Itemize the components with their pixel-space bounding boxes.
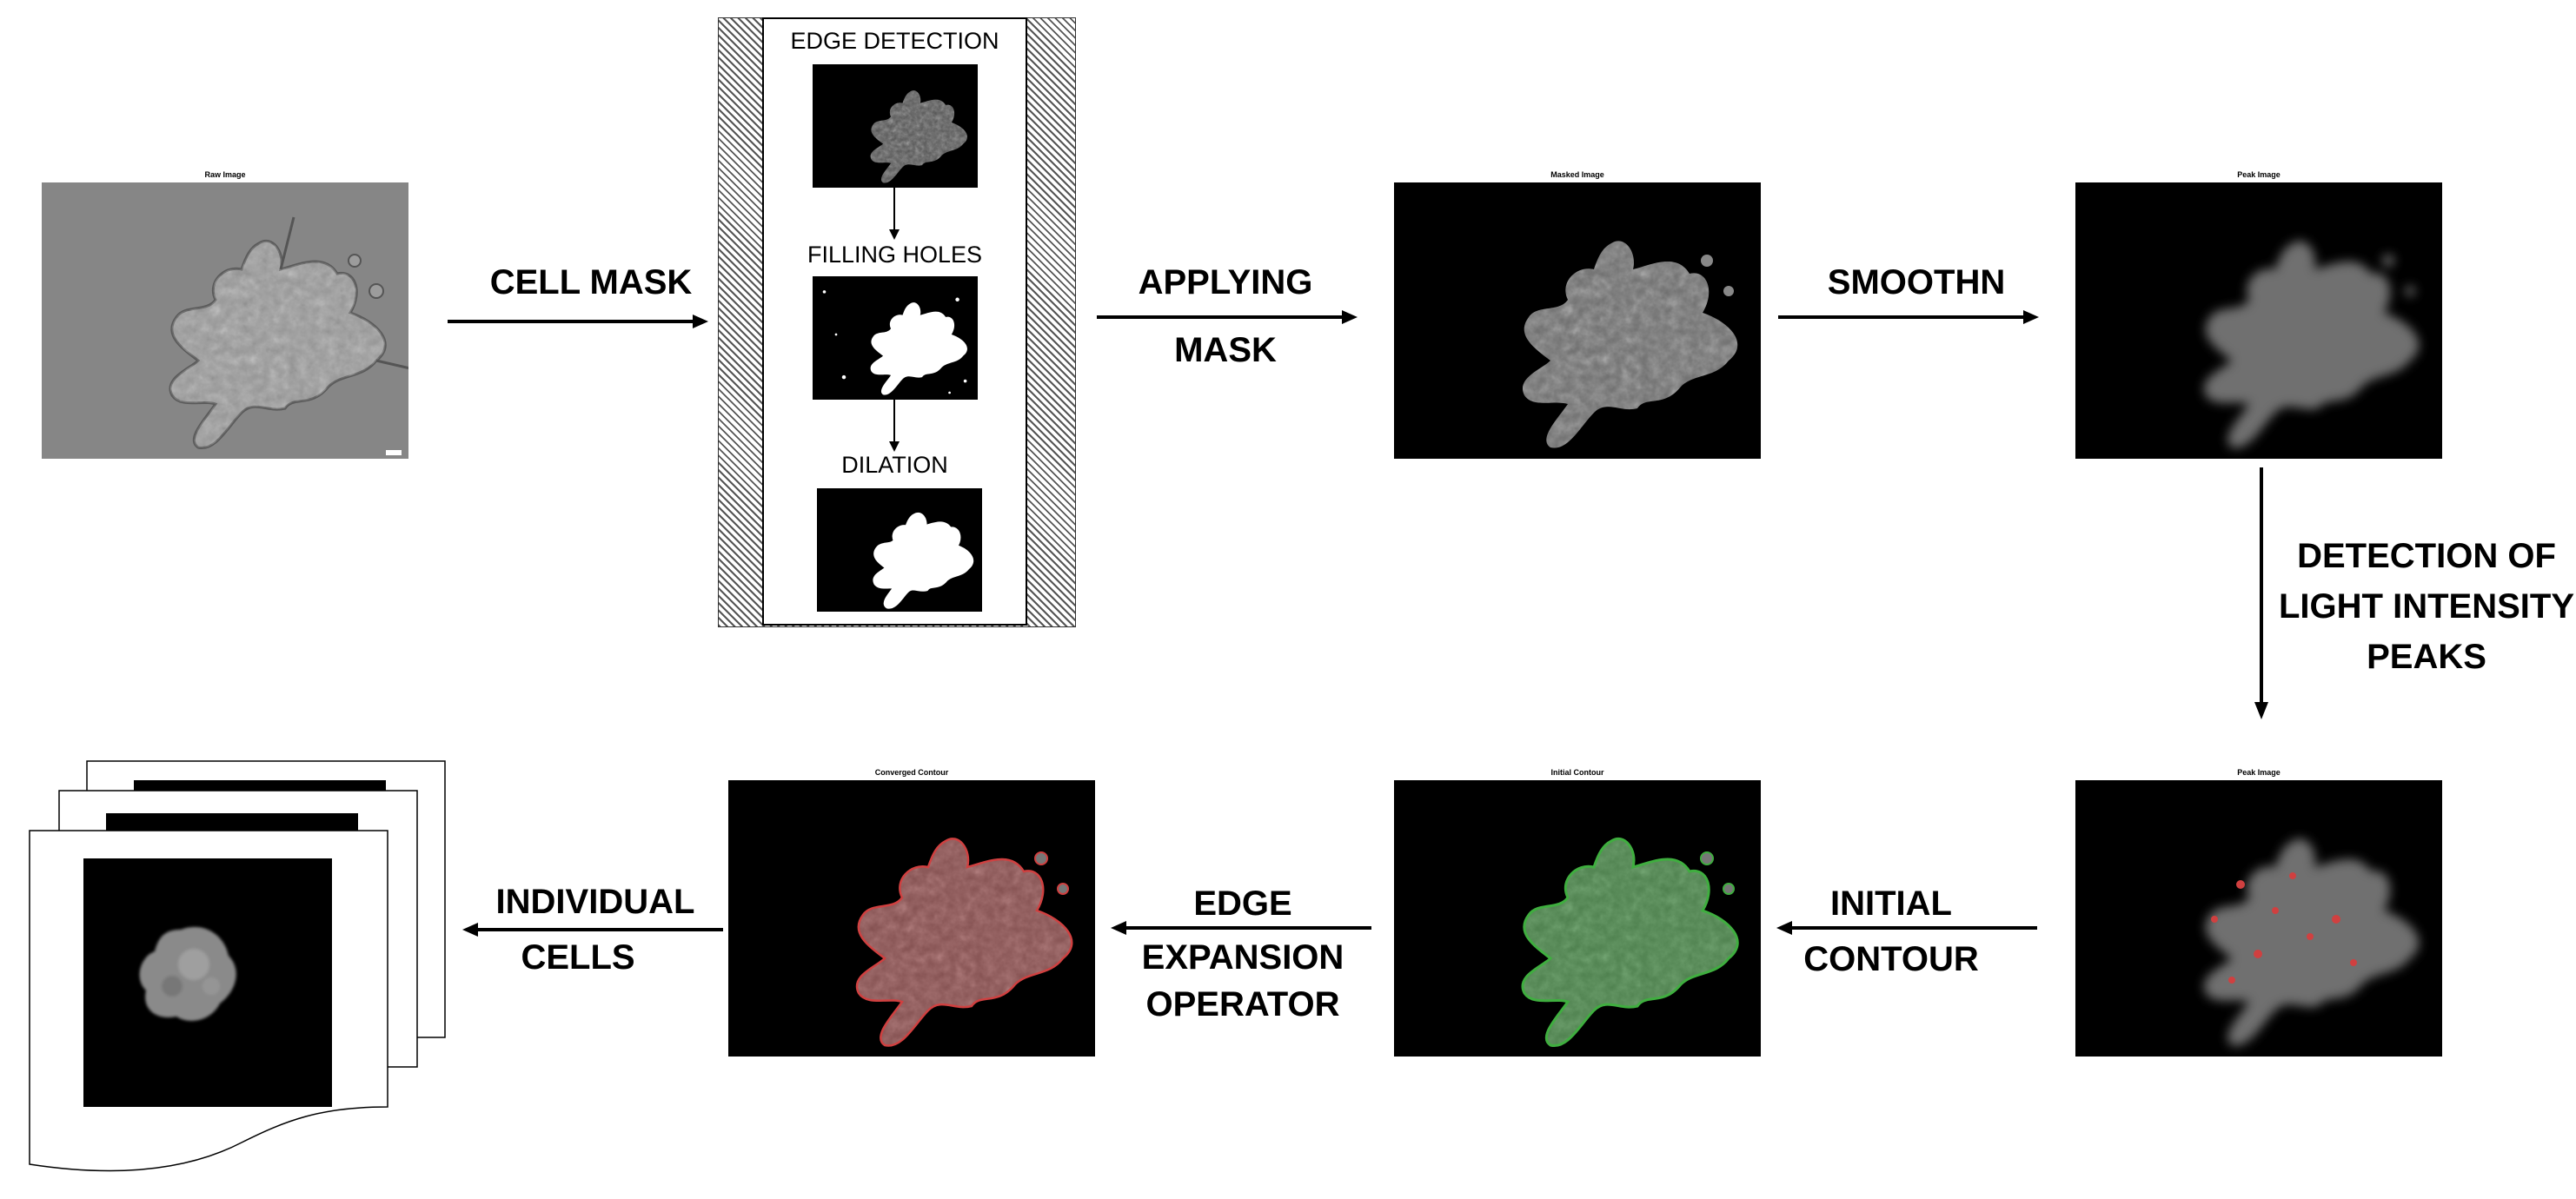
- peak-image-2-title: Peak Image: [2237, 768, 2281, 777]
- arrow-cell-mask: [448, 315, 708, 328]
- initial-contour-title: Initial Contour: [1550, 768, 1604, 777]
- peak-image-1: [2075, 182, 2442, 459]
- arrow-initial-contour: [1776, 921, 2037, 935]
- applying-mask-label-2: MASK: [1174, 331, 1277, 369]
- filling-holes-label: FILLING HOLES: [807, 242, 983, 268]
- applying-mask-label-1: APPLYING: [1138, 263, 1313, 301]
- edge-detection-image: [813, 64, 978, 188]
- peak-image-1-title: Peak Image: [2237, 170, 2281, 179]
- arrow-applying-mask: [1097, 310, 1358, 324]
- raw-image-title: Raw Image: [204, 170, 246, 179]
- individual-cells-label-1: INDIVIDUAL: [495, 883, 695, 921]
- detection-label-1: DETECTION OF: [2297, 537, 2556, 575]
- initial-contour-label-2: CONTOUR: [1803, 940, 1979, 978]
- converged-contour-image: [728, 780, 1095, 1057]
- arrow-fill-to-dilation: [889, 400, 900, 452]
- detection-label-3: PEAKS: [2367, 638, 2486, 676]
- arrow-detection: [2254, 467, 2268, 719]
- converged-contour-title: Converged Contour: [874, 768, 949, 777]
- masked-image: [1394, 182, 1761, 459]
- initial-contour-image: [1394, 780, 1761, 1057]
- edge-detection-label: EDGE DETECTION: [790, 28, 999, 54]
- edge-expansion-label-1: EDGE: [1193, 884, 1292, 923]
- detection-label-2: LIGHT INTENSITY: [2279, 587, 2574, 626]
- peak-image-2: [2075, 780, 2442, 1057]
- smoothn-label: SMOOTHN: [1827, 263, 2006, 301]
- raw-image: [42, 182, 408, 459]
- edge-expansion-label-2: EXPANSION: [1141, 938, 1344, 977]
- arrow-edge-expansion: [1111, 921, 1371, 935]
- cell-mask-label: CELL MASK: [489, 263, 693, 301]
- individual-cells-stack: [29, 760, 446, 1172]
- dilation-image: [817, 488, 982, 612]
- arrow-smoothn: [1778, 310, 2039, 324]
- filling-holes-image: [813, 276, 978, 400]
- masked-image-title: Masked Image: [1550, 170, 1604, 179]
- initial-contour-label-1: INITIAL: [1830, 884, 1952, 923]
- edge-expansion-label-3: OPERATOR: [1145, 985, 1340, 1023]
- dilation-label: DILATION: [841, 452, 948, 478]
- arrow-edge-to-fill: [889, 188, 900, 240]
- individual-cells-label-2: CELLS: [521, 938, 635, 977]
- arrow-individual-cells: [462, 923, 723, 937]
